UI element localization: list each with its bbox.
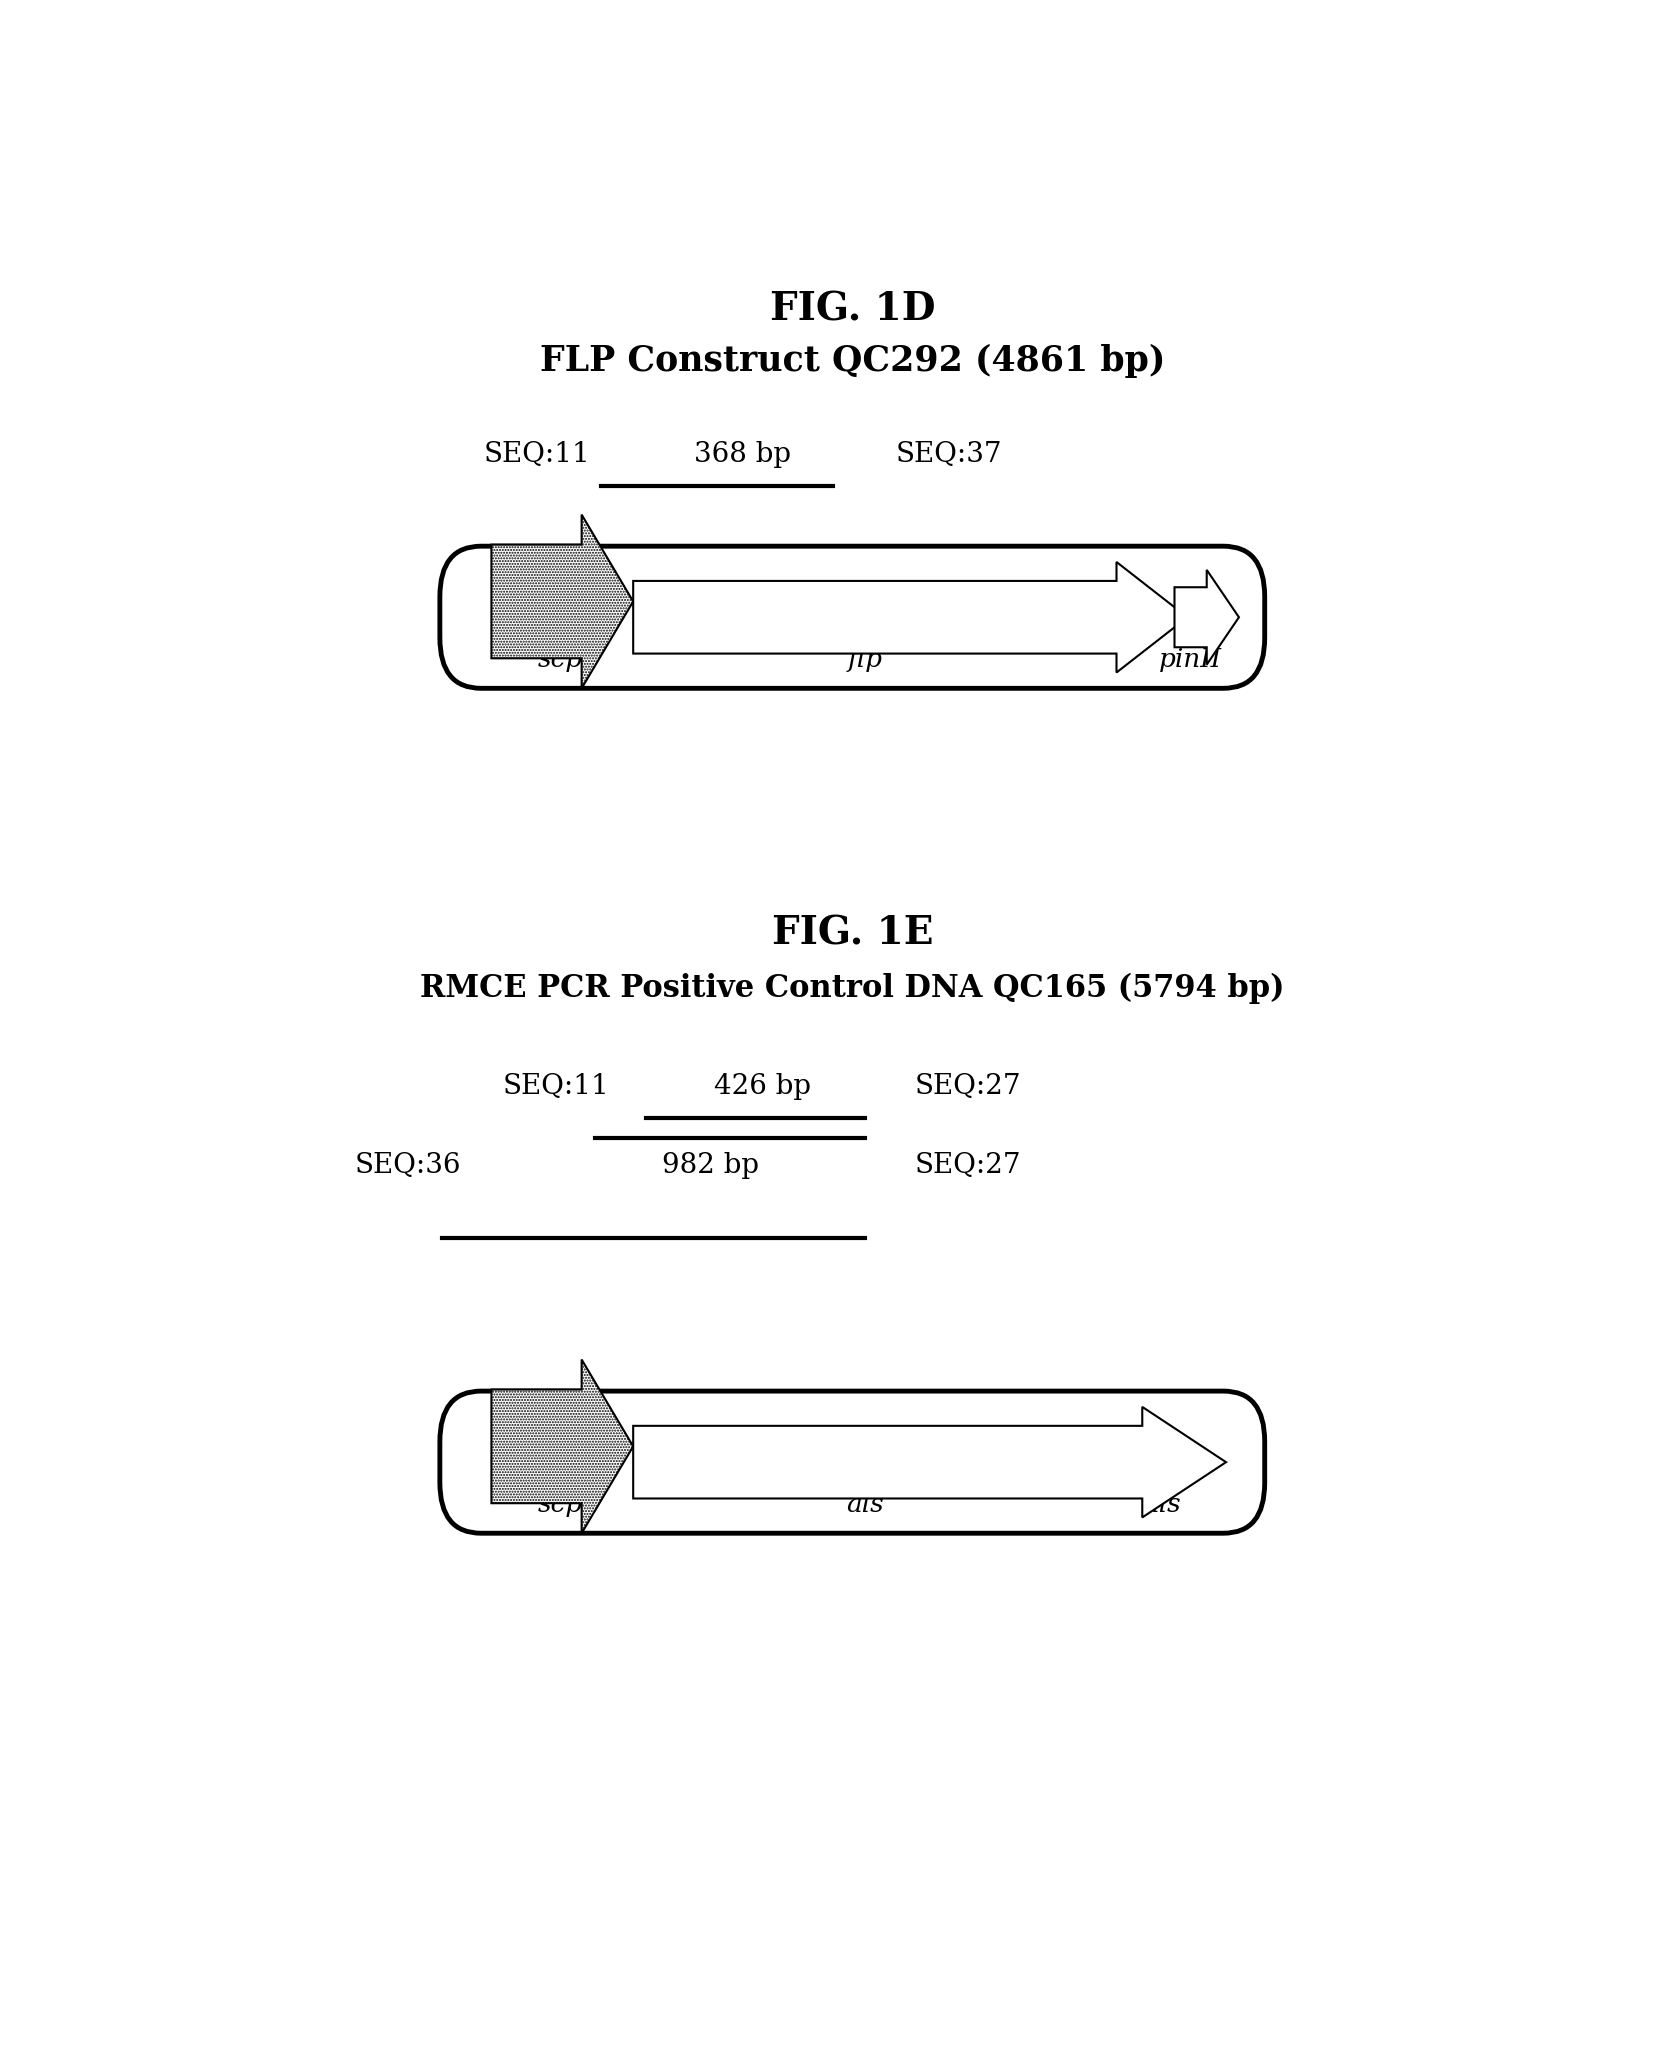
Text: 982 bp: 982 bp [662, 1153, 758, 1179]
Text: 426 bp: 426 bp [713, 1073, 810, 1099]
Text: SEQ:11: SEQ:11 [502, 1073, 609, 1099]
Text: SEQ:11: SEQ:11 [484, 441, 590, 468]
Text: SEQ:27: SEQ:27 [915, 1153, 1021, 1179]
Text: scp1: scp1 [537, 648, 600, 673]
Polygon shape [492, 1360, 634, 1534]
Text: FIG. 1E: FIG. 1E [772, 915, 933, 952]
Text: RMCE PCR Positive Control DNA QC165 (5794 bp): RMCE PCR Positive Control DNA QC165 (579… [421, 972, 1284, 1005]
Text: pinII: pinII [1159, 648, 1221, 673]
Text: 368 bp: 368 bp [693, 441, 792, 468]
Text: als: als [846, 1493, 885, 1518]
Polygon shape [492, 515, 634, 689]
Text: SEQ:27: SEQ:27 [915, 1073, 1021, 1099]
Text: SEQ:37: SEQ:37 [896, 441, 1003, 468]
FancyBboxPatch shape [439, 546, 1266, 689]
Polygon shape [1174, 570, 1239, 665]
Text: scp1: scp1 [537, 1493, 600, 1518]
Text: als: als [1142, 1493, 1181, 1518]
Text: flp: flp [848, 648, 883, 673]
Text: FIG. 1D: FIG. 1D [770, 291, 935, 328]
Polygon shape [634, 1407, 1226, 1518]
Text: SEQ:36: SEQ:36 [354, 1153, 461, 1179]
Text: FLP Construct QC292 (4861 bp): FLP Construct QC292 (4861 bp) [539, 345, 1166, 379]
Polygon shape [634, 562, 1187, 673]
FancyBboxPatch shape [439, 1391, 1266, 1534]
